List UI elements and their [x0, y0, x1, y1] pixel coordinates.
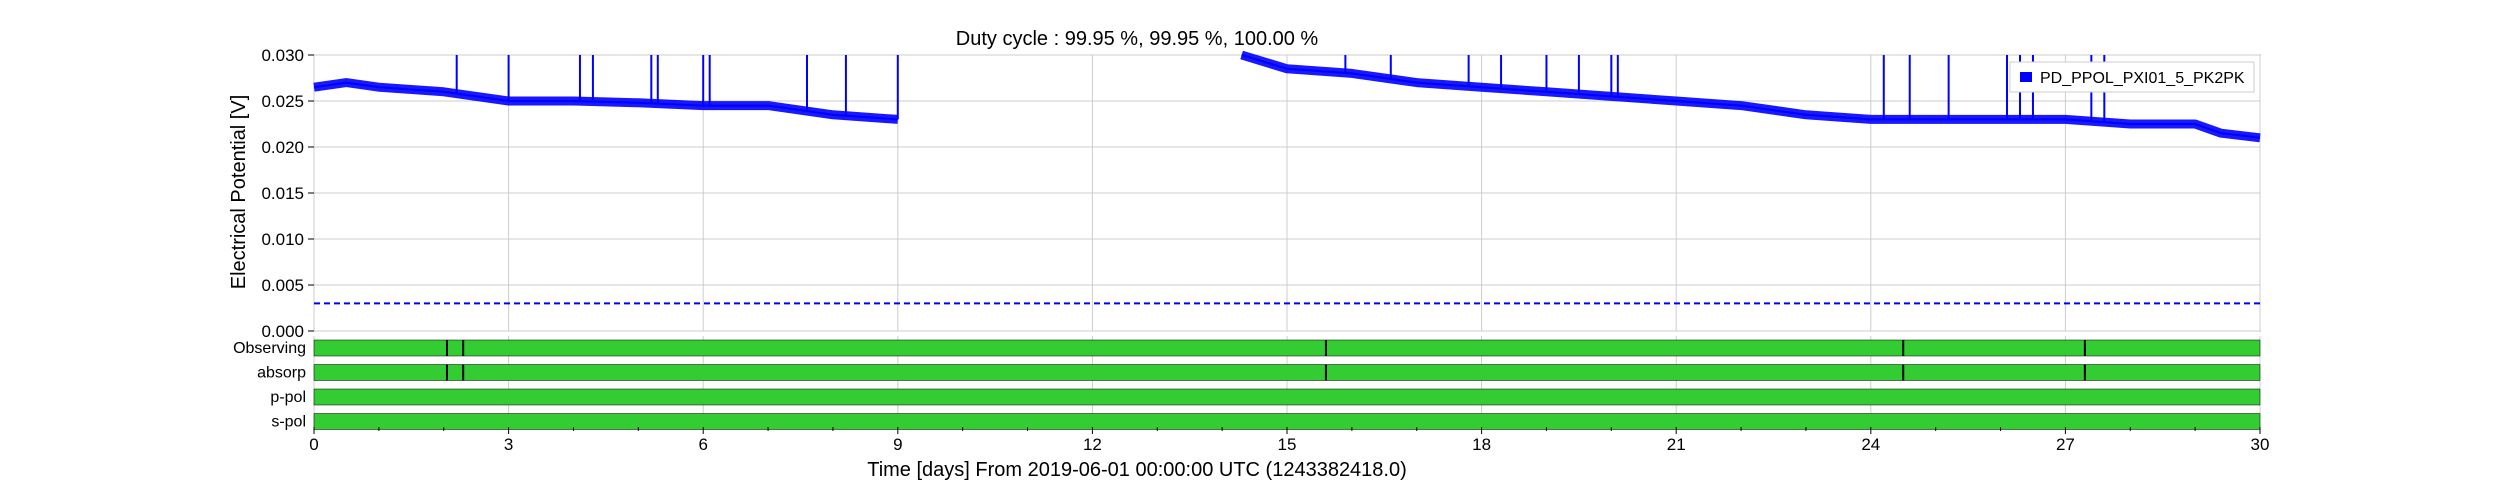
series-line: [313, 54, 2261, 139]
legend-box: [2009, 61, 2255, 93]
y-tick-label: 0.010: [261, 230, 304, 249]
segment-bar: [313, 364, 2261, 381]
x-tick-label: 0: [309, 435, 318, 454]
x-tick-label: 3: [504, 435, 513, 454]
legend-label: PD_PPOL_PXI01_5_PK2PK: [2040, 70, 2245, 87]
y-tick-label: 0.030: [261, 46, 304, 65]
x-tick-label: 30: [2251, 435, 2270, 454]
legend-swatch: [2020, 72, 2032, 82]
y-tick-label: 0.005: [261, 276, 304, 295]
ticks: 0.000 0.005 0.010 0.015 0.020 0.025 0.030 0 3 6 9 1…: [261, 46, 2269, 454]
x-tick-label: 27: [2056, 435, 2075, 454]
x-tick-label: 9: [893, 435, 902, 454]
x-tick-label: 12: [1083, 435, 1102, 454]
x-tick-label: 6: [698, 435, 707, 454]
segment-label: s-pol: [271, 414, 306, 431]
y-tick-label: 0.020: [261, 138, 304, 157]
segment-label: p-pol: [270, 389, 306, 406]
y-tick-label: 0.000: [261, 322, 304, 341]
segment-label: Observing: [233, 340, 306, 357]
legend: PD_PPOL_PXI01_5_PK2PK: [2009, 61, 2255, 93]
y-tick-label: 0.025: [261, 92, 304, 111]
x-tick-label: 21: [1667, 435, 1686, 454]
x-tick-label: 15: [1278, 435, 1297, 454]
segments: Observing absorp p-pol s-pol: [233, 339, 2261, 431]
y-tick-label: 0.015: [261, 184, 304, 203]
x-tick-label: 24: [1861, 435, 1880, 454]
y-axis-label: Electrical Potential [V]: [228, 95, 250, 290]
x-axis-label: Time [days] From 2019-06-01 00:00:00 UTC…: [867, 459, 1407, 481]
segment-label: absorp: [257, 365, 306, 382]
segment-bar: [313, 339, 2261, 357]
x-tick-label: 18: [1472, 435, 1491, 454]
segment-bar: [313, 388, 2261, 406]
chart-title: Duty cycle : 99.95 %, 99.95 %, 100.00 %: [956, 28, 1319, 50]
